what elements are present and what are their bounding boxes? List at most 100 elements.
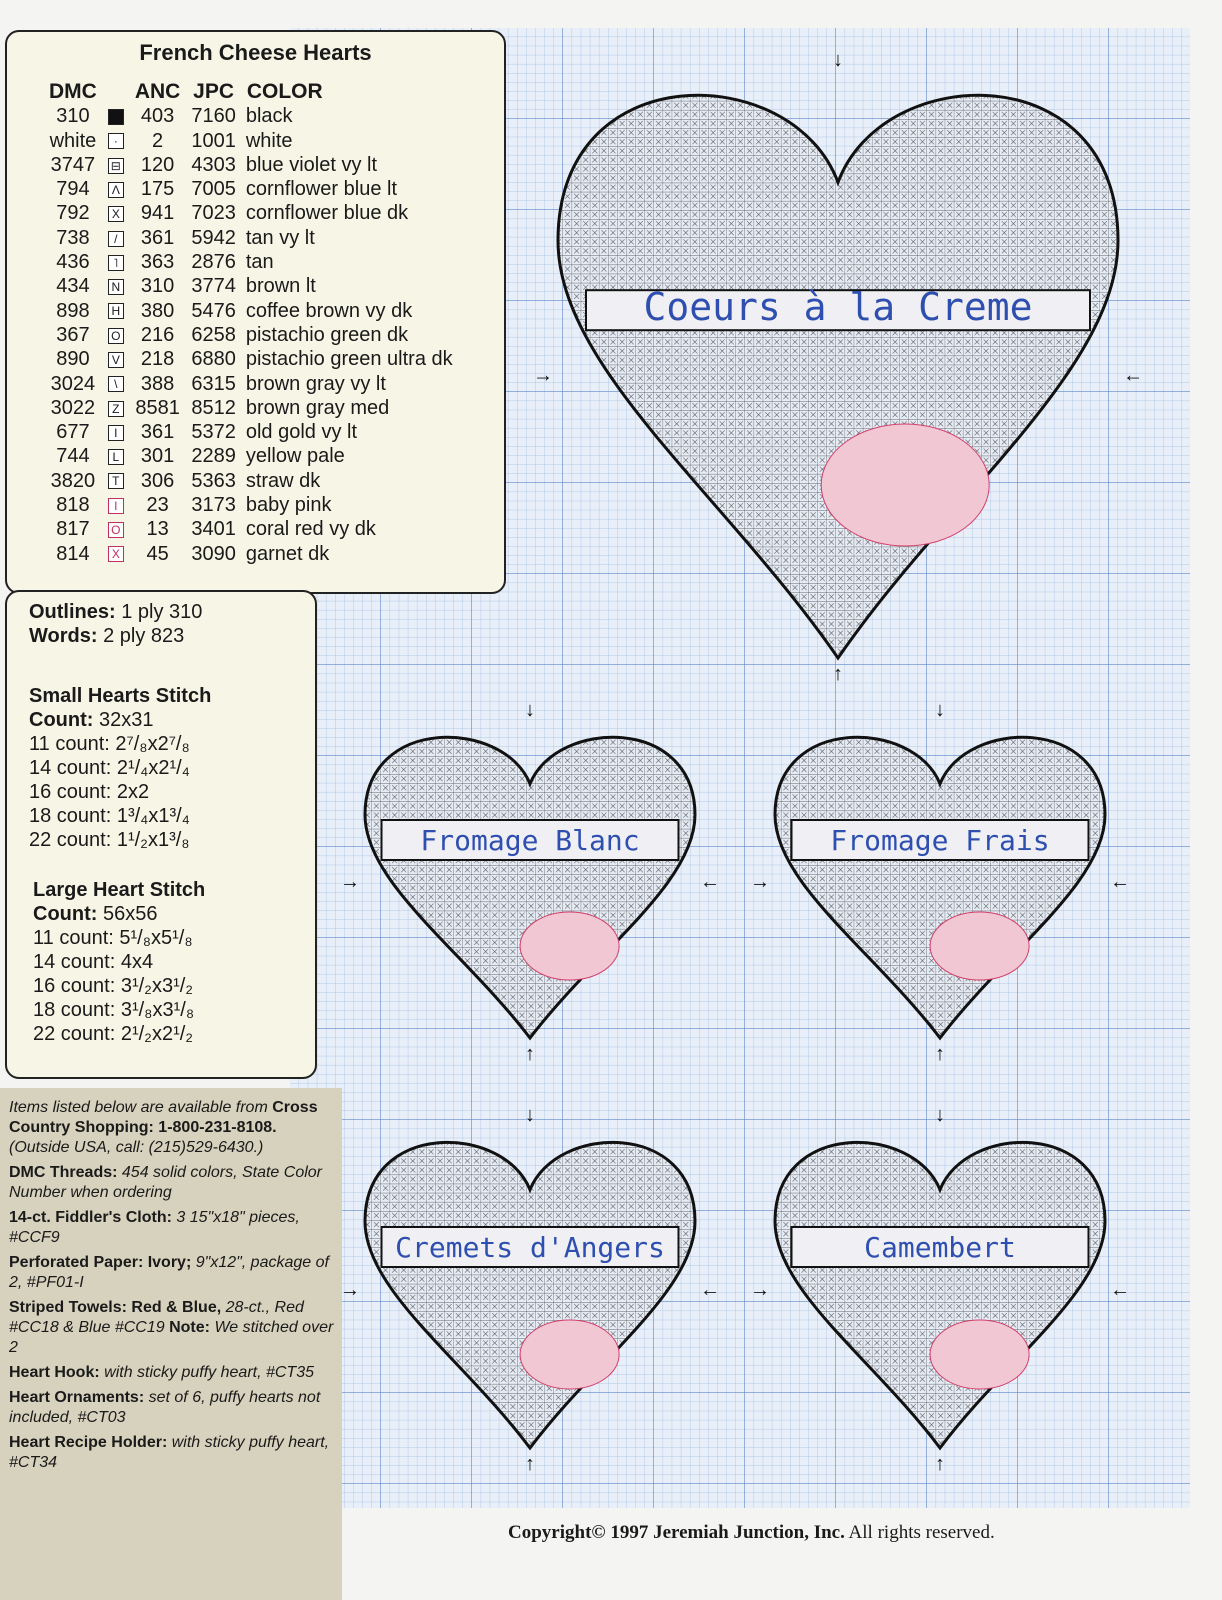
word-banner xyxy=(380,819,680,861)
color-key-row: 3024 \ 388 6315 brown gray vy lt xyxy=(43,372,458,396)
color-name: brown lt xyxy=(245,275,316,298)
heart-word: Cremets d'Angers xyxy=(395,1231,665,1264)
dmc-number: 434 xyxy=(56,275,90,298)
note-text: We stitched over 2 xyxy=(9,1319,334,1356)
anc-number: 23 xyxy=(146,494,169,517)
color-key-row: 310 ■ 403 7160 black xyxy=(43,104,458,128)
stitch-symbol-icon: Z xyxy=(107,400,124,417)
size-line: 16 count: 2x2 xyxy=(29,781,150,803)
color-name: old gold vy lt xyxy=(245,421,357,444)
heart-outline xyxy=(363,1140,697,1451)
center-arrow-bottom-icon: ↑ xyxy=(935,1453,945,1475)
item-detail: with sticky puffy heart, #CT35 xyxy=(104,1364,314,1381)
symbol-cell: O xyxy=(103,323,129,347)
center-arrow-top-icon: ↓ xyxy=(833,49,843,71)
pink-stitch-area xyxy=(519,911,620,981)
dmc-number: 310 xyxy=(56,105,90,128)
color-name: coffee brown vy dk xyxy=(245,299,413,322)
count-value: 32x31 xyxy=(98,709,154,731)
color-name: straw dk xyxy=(245,469,321,492)
stitch-symbol-icon: X xyxy=(107,546,124,563)
column-header: ANC xyxy=(134,80,181,103)
jpc-number: 3090 xyxy=(191,542,236,565)
center-arrow-top-icon: ↓ xyxy=(525,699,535,721)
size-line: 14 count: 4x4 xyxy=(33,951,154,973)
anc-number: 301 xyxy=(140,445,175,468)
anc-number: 310 xyxy=(140,275,175,298)
symbol-cell: X xyxy=(103,201,129,225)
pink-stitch-area xyxy=(929,1319,1030,1390)
color-key-row: 818 I 23 3173 baby pink xyxy=(43,493,458,517)
stitch-symbol-icon: N xyxy=(107,279,124,296)
center-arrow-bottom-icon: ↑ xyxy=(525,1043,535,1065)
symbol-cell: ⊟ xyxy=(103,153,129,177)
symbol-cell: I xyxy=(103,493,129,517)
anc-number: 380 xyxy=(140,299,175,322)
shopping-panel: Items listed below are available from Cr… xyxy=(0,1088,342,1600)
color-name: cornflower blue lt xyxy=(245,178,398,201)
stitch-symbol-icon: · xyxy=(107,133,124,150)
symbol-cell: ■ xyxy=(103,104,129,128)
stitch-symbol-icon: ˥ xyxy=(107,254,124,271)
shopping-item: Heart Ornaments: set of 6, puffy hearts … xyxy=(9,1388,334,1428)
words-value: 2 ply 823 xyxy=(103,625,185,647)
size-line: 18 count: 1³/₄x1³/₄ xyxy=(29,805,190,827)
jpc-number: 4303 xyxy=(191,153,236,176)
color-name: yellow pale xyxy=(245,445,345,468)
symbol-cell: X xyxy=(103,542,129,566)
dmc-number: 818 xyxy=(56,494,90,517)
center-arrow-top-icon: ↓ xyxy=(525,1104,535,1126)
color-key-row: 738 / 361 5942 tan vy lt xyxy=(43,226,458,250)
dmc-number: 898 xyxy=(56,299,90,322)
color-key-row: 814 X 45 3090 garnet dk xyxy=(43,542,458,566)
jpc-number: 7160 xyxy=(191,105,236,128)
anc-number: 361 xyxy=(140,226,175,249)
center-arrow-top-icon: ↓ xyxy=(935,699,945,721)
item-label: Heart Ornaments: xyxy=(9,1389,145,1406)
large-heart-section: Large Heart Stitch Count: 56x56 11 count… xyxy=(33,878,205,1046)
dmc-number: 3022 xyxy=(50,396,96,419)
dmc-number: 814 xyxy=(56,542,90,565)
heart-word: Fromage Frais xyxy=(830,824,1049,857)
dmc-number: 367 xyxy=(56,323,90,346)
item-label: Perforated Paper: Ivory; xyxy=(9,1254,192,1271)
column-header: JPC xyxy=(193,80,234,103)
center-arrow-bottom-icon: ↑ xyxy=(525,1453,535,1475)
color-name: cornflower blue dk xyxy=(245,202,409,225)
heart-motif-large: Coeurs à la Creme xyxy=(556,93,1120,661)
shopping-item: Striped Towels: Red & Blue, 28-ct., Red … xyxy=(9,1298,334,1358)
shopping-item: Heart Recipe Holder: with sticky puffy h… xyxy=(9,1433,334,1473)
anc-number: 175 xyxy=(140,178,175,201)
heart-motif-small: Fromage Blanc xyxy=(363,735,697,1041)
note-label: Note: xyxy=(169,1319,210,1336)
center-arrow-left-icon: → xyxy=(750,871,770,893)
color-name: baby pink xyxy=(245,494,332,517)
color-name: coral red vy dk xyxy=(245,518,376,541)
item-detail: with sticky puffy heart, #CT34 xyxy=(9,1434,330,1471)
heart-word: Camembert xyxy=(864,1231,1016,1264)
center-arrow-bottom-icon: ↑ xyxy=(935,1043,945,1065)
center-arrow-right-icon: ← xyxy=(1110,871,1130,893)
shopping-item: Perforated Paper: Ivory; 9"x12", package… xyxy=(9,1253,334,1293)
symbol-cell: · xyxy=(103,129,129,153)
color-key-panel: French Cheese Hearts DMC ANC JPC COLOR 310 … xyxy=(5,30,506,594)
anc-number: 388 xyxy=(140,372,175,395)
anc-number: 45 xyxy=(146,542,169,565)
item-detail: 28-ct., Red #CC18 & Blue #CC19 xyxy=(9,1299,304,1336)
symbol-cell: H xyxy=(103,299,129,323)
column-header: DMC xyxy=(49,80,97,103)
anc-number: 8581 xyxy=(135,396,180,419)
shopping-intro: Items listed below are available from Cr… xyxy=(9,1098,334,1158)
jpc-number: 7023 xyxy=(191,202,236,225)
size-line: 16 count: 3¹/₂x3¹/₂ xyxy=(33,975,194,997)
heart-outline xyxy=(773,1140,1107,1451)
jpc-number: 5363 xyxy=(191,469,236,492)
dmc-number: 744 xyxy=(56,445,90,468)
word-banner xyxy=(585,289,1091,332)
heart-word: Fromage Blanc xyxy=(420,824,639,857)
item-label: 14-ct. Fiddler's Cloth: xyxy=(9,1209,172,1226)
shopping-item: Heart Hook: with sticky puffy heart, #CT… xyxy=(9,1363,334,1383)
anc-number: 361 xyxy=(140,421,175,444)
jpc-number: 5372 xyxy=(191,421,236,444)
